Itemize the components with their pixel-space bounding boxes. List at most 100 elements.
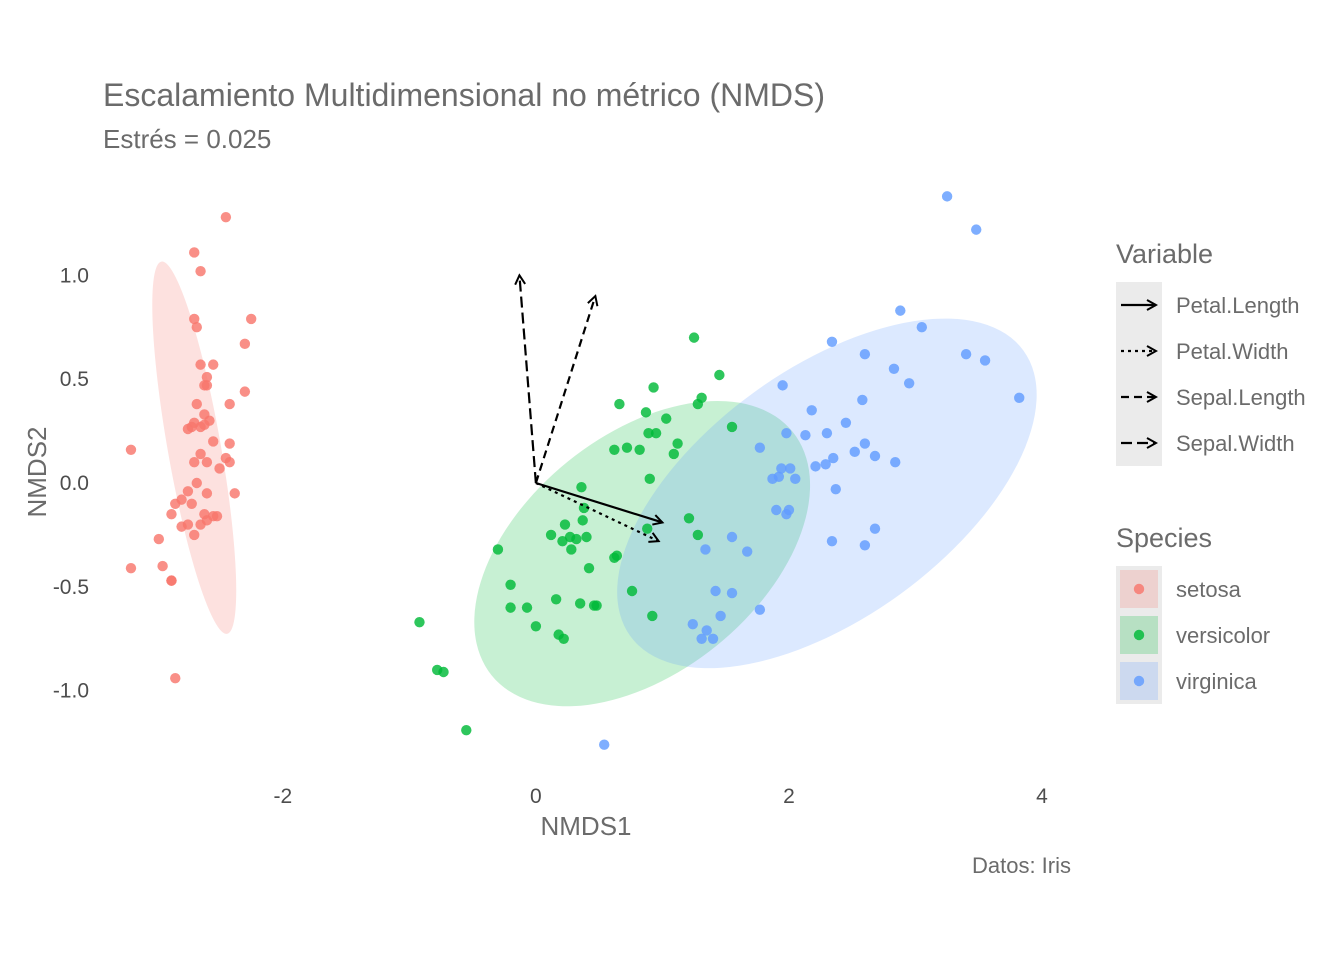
point-versicolor — [609, 552, 620, 563]
point-setosa — [170, 498, 181, 509]
point-virginica — [700, 544, 711, 555]
point-virginica — [687, 619, 698, 630]
point-versicolor — [642, 523, 653, 534]
variable-vectors — [519, 275, 662, 541]
point-virginica — [826, 336, 838, 347]
point-setosa — [189, 529, 200, 541]
point-versicolor — [648, 382, 659, 393]
point-setosa — [201, 515, 213, 526]
point-setosa — [208, 436, 219, 447]
point-virginica — [810, 461, 821, 472]
point-setosa — [191, 398, 202, 410]
point-setosa — [125, 562, 137, 574]
legend-label-petal-length: Petal.Length — [1176, 293, 1300, 318]
y-tick-label: 1.0 — [60, 264, 89, 287]
point-versicolor — [643, 427, 654, 439]
x-tick-label: 0 — [530, 785, 542, 808]
point-setosa — [166, 575, 177, 586]
point-setosa — [214, 463, 225, 474]
point-versicolor — [559, 519, 571, 530]
legend-variable-title: Variable — [1116, 239, 1213, 269]
point-virginica — [726, 587, 738, 599]
point-setosa — [239, 386, 251, 397]
vector-petal-length — [535, 481, 663, 522]
ellipse-setosa — [152, 261, 237, 634]
point-versicolor — [576, 481, 587, 493]
point-versicolor — [461, 724, 472, 736]
point-setosa — [224, 438, 235, 449]
point-virginica — [781, 427, 792, 439]
point-setosa — [170, 673, 181, 684]
legend-label-virginica: virginica — [1176, 669, 1257, 694]
point-setosa — [186, 498, 197, 509]
point-setosa — [189, 313, 200, 325]
point-versicolor — [609, 444, 620, 455]
x-tick-label: 2 — [783, 785, 795, 808]
point-virginica — [820, 459, 831, 470]
y-tick-label: 0.0 — [60, 472, 89, 495]
x-axis-title: NMDS1 — [540, 811, 631, 841]
y-tick-label: -1.0 — [53, 680, 89, 703]
point-virginica — [830, 484, 841, 495]
point-versicolor — [626, 585, 638, 597]
legend-label-petal-width: Petal.Width — [1176, 339, 1289, 364]
point-virginica — [916, 322, 928, 333]
point-virginica — [971, 224, 982, 235]
point-virginica — [903, 378, 915, 389]
y-axis-ticks: -1.0 -0.5 0.0 0.5 1.0 — [53, 264, 89, 702]
point-virginica — [783, 504, 795, 516]
ellipse-virginica — [617, 318, 1037, 669]
point-versicolor — [640, 407, 652, 418]
point-setosa — [153, 533, 165, 545]
point-setosa — [239, 338, 251, 350]
point-virginica — [895, 305, 906, 316]
point-setosa — [166, 508, 177, 520]
legend-marker-virginica — [1133, 675, 1145, 687]
point-virginica — [754, 604, 766, 615]
point-versicolor — [505, 579, 516, 590]
point-virginica — [888, 363, 900, 374]
x-axis-ticks: -2 0 2 4 — [273, 785, 1048, 808]
legend-label-setosa: setosa — [1176, 577, 1242, 602]
point-virginica — [1014, 392, 1025, 404]
point-virginica — [771, 504, 782, 516]
point-versicolor — [521, 602, 533, 613]
point-setosa — [157, 560, 168, 572]
point-virginica — [869, 450, 881, 462]
point-virginica — [599, 739, 610, 750]
point-versicolor — [591, 600, 602, 611]
point-setosa — [201, 457, 213, 468]
point-virginica — [754, 442, 766, 453]
point-versicolor — [577, 515, 588, 526]
point-virginica — [890, 457, 901, 468]
point-versicolor — [583, 562, 595, 574]
point-virginica — [785, 463, 796, 474]
point-virginica — [826, 535, 838, 547]
point-virginica — [960, 349, 972, 360]
point-virginica — [777, 380, 788, 391]
point-virginica — [701, 625, 712, 636]
point-virginica — [790, 473, 801, 485]
point-setosa — [201, 488, 213, 499]
point-versicolor — [566, 544, 577, 555]
point-versicolor — [692, 529, 704, 541]
point-virginica — [941, 191, 953, 202]
point-versicolor — [661, 413, 672, 424]
point-versicolor — [557, 535, 568, 547]
point-setosa — [189, 457, 200, 468]
legend-marker-setosa — [1133, 583, 1145, 595]
point-virginica — [859, 540, 871, 551]
point-virginica — [821, 427, 833, 439]
point-virginica — [696, 633, 707, 644]
point-virginica — [776, 463, 787, 474]
point-virginica — [859, 349, 871, 360]
point-setosa — [189, 247, 200, 258]
point-versicolor — [688, 332, 700, 343]
point-versicolor — [558, 633, 569, 644]
point-setosa — [195, 265, 206, 277]
point-versicolor — [505, 602, 516, 613]
point-versicolor — [530, 621, 542, 632]
point-virginica — [726, 531, 738, 543]
point-versicolor — [414, 616, 425, 628]
scatter-points — [125, 191, 1025, 750]
